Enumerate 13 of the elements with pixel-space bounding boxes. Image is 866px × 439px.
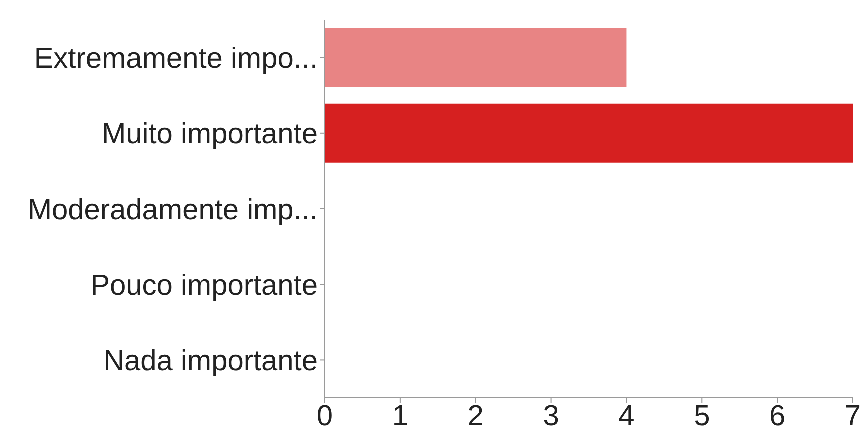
x-tick-label: 1 bbox=[392, 400, 408, 433]
x-tick-label: 7 bbox=[844, 400, 862, 433]
x-tick-label: 0 bbox=[316, 400, 334, 433]
x-tick-label: 2 bbox=[468, 400, 484, 433]
y-tick-label: Muito importante bbox=[102, 118, 318, 151]
x-tick-label: 5 bbox=[694, 400, 710, 433]
x-tick-label: 3 bbox=[543, 400, 560, 433]
y-tick-label: Moderadamente imp... bbox=[28, 194, 318, 226]
y-tick-label: Pouco importante bbox=[90, 270, 318, 302]
x-tick-label: 4 bbox=[618, 400, 635, 433]
y-tick-label: Extremamente impo... bbox=[34, 43, 318, 76]
x-tick-label: 6 bbox=[770, 400, 786, 433]
y-tick-label: Nada importante bbox=[104, 345, 318, 378]
